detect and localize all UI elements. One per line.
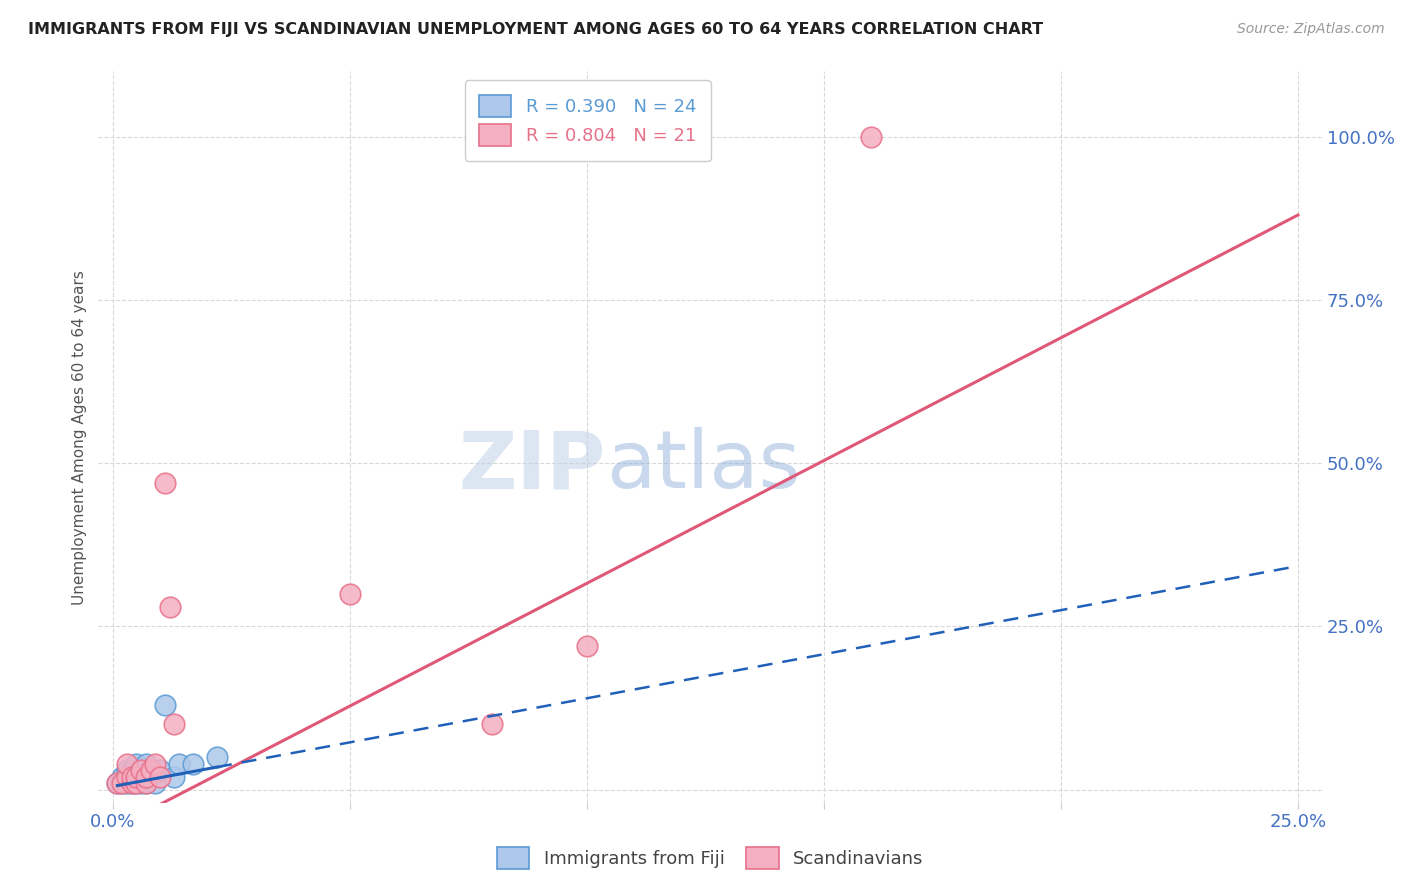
Legend: Immigrants from Fiji, Scandinavians: Immigrants from Fiji, Scandinavians	[484, 834, 936, 881]
Point	[139, 763, 162, 777]
Point	[149, 763, 172, 777]
Point	[167, 756, 190, 771]
Text: Source: ZipAtlas.com: Source: ZipAtlas.com	[1237, 22, 1385, 37]
Point	[143, 776, 166, 790]
Point	[115, 776, 138, 790]
Point	[860, 129, 883, 144]
Point	[159, 599, 181, 614]
Point	[153, 698, 176, 712]
Point	[163, 717, 186, 731]
Point	[125, 776, 148, 790]
Point	[115, 756, 138, 771]
Point	[111, 776, 134, 790]
Point	[111, 776, 134, 790]
Point	[135, 756, 157, 771]
Point	[181, 756, 204, 771]
Point	[115, 770, 138, 784]
Point	[105, 776, 128, 790]
Point	[163, 770, 186, 784]
Point	[149, 770, 172, 784]
Point	[129, 776, 152, 790]
Point	[205, 750, 228, 764]
Point	[135, 776, 157, 790]
Point	[125, 776, 148, 790]
Point	[129, 763, 152, 777]
Point	[115, 770, 138, 784]
Point	[575, 639, 598, 653]
Point	[135, 770, 157, 784]
Text: IMMIGRANTS FROM FIJI VS SCANDINAVIAN UNEMPLOYMENT AMONG AGES 60 TO 64 YEARS CORR: IMMIGRANTS FROM FIJI VS SCANDINAVIAN UNE…	[28, 22, 1043, 37]
Point	[125, 770, 148, 784]
Point	[135, 776, 157, 790]
Point	[121, 763, 143, 777]
Point	[111, 770, 134, 784]
Point	[121, 776, 143, 790]
Point	[125, 756, 148, 771]
Point	[481, 717, 503, 731]
Y-axis label: Unemployment Among Ages 60 to 64 years: Unemployment Among Ages 60 to 64 years	[72, 269, 87, 605]
Point	[125, 770, 148, 784]
Text: atlas: atlas	[606, 427, 800, 506]
Point	[339, 587, 361, 601]
Point	[115, 763, 138, 777]
Point	[121, 776, 143, 790]
Point	[121, 770, 143, 784]
Point	[105, 776, 128, 790]
Point	[129, 763, 152, 777]
Point	[143, 756, 166, 771]
Point	[121, 770, 143, 784]
Point	[153, 475, 176, 490]
Point	[139, 770, 162, 784]
Text: ZIP: ZIP	[458, 427, 606, 506]
